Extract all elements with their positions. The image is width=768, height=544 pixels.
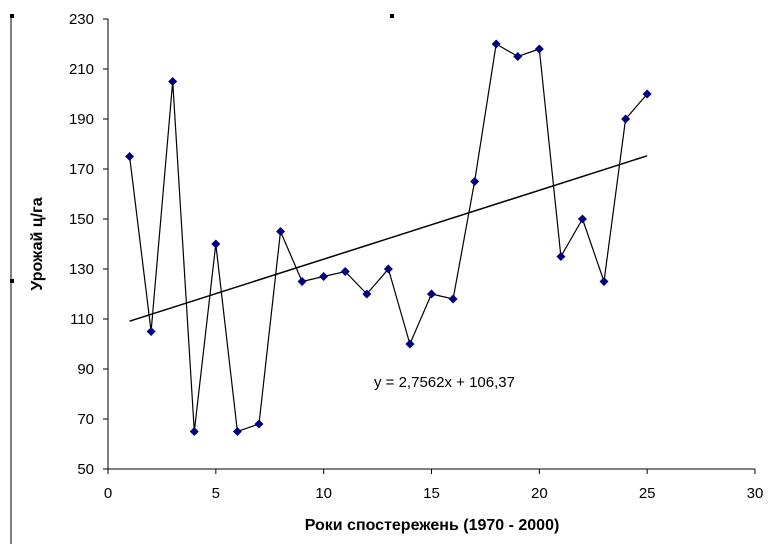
data-point [189, 427, 199, 436]
data-markers [125, 39, 652, 436]
x-tick-label: 5 [212, 485, 220, 502]
x-tick-label: 15 [423, 485, 440, 502]
corner-handle-top-mid [390, 14, 394, 18]
data-point [599, 277, 609, 286]
y-tick-label: 70 [77, 411, 94, 428]
data-point [232, 427, 242, 436]
data-point [556, 252, 566, 261]
x-tick-label: 10 [315, 485, 332, 502]
data-point [362, 289, 372, 299]
data-point [276, 227, 286, 236]
x-tick-label: 20 [531, 485, 548, 502]
data-point [642, 89, 652, 99]
y-tick-label: 110 [70, 311, 94, 328]
data-point [427, 289, 436, 299]
data-point [470, 177, 480, 186]
trendline-line [129, 155, 648, 322]
y-tick-label: 130 [69, 261, 94, 278]
y-tick-label: 230 [69, 11, 94, 28]
data-point [534, 44, 544, 54]
y-tick-label: 50 [77, 461, 94, 478]
y-tick-label: 90 [77, 361, 94, 378]
data-point [168, 77, 178, 86]
chart-frame [10, 14, 394, 544]
data-point [621, 114, 631, 124]
trendline [129, 155, 648, 322]
data-point [319, 272, 329, 281]
data-point [125, 152, 135, 161]
x-tick-label: 0 [104, 485, 112, 502]
ticks: 50 70 90 110 130 150 170 190 210 230 0 5 10 15 20 25 30 [69, 11, 763, 502]
data-point [577, 214, 587, 224]
data-point [146, 327, 156, 336]
data-point [340, 267, 350, 276]
data-point [297, 277, 307, 286]
data-point [211, 239, 221, 249]
x-tick-label: 30 [747, 485, 764, 502]
x-tick-label: 25 [639, 485, 656, 502]
axes [107, 19, 755, 470]
data-point [254, 419, 264, 429]
trendline-equation: y = 2,7562x + 106,37 [374, 374, 515, 391]
y-tick-label: 170 [69, 161, 94, 178]
data-point [448, 294, 458, 304]
corner-handle-mid-left [10, 279, 14, 283]
y-tick-label: 150 [69, 211, 94, 228]
data-point [491, 39, 501, 49]
y-axis-title: Урожай ц/га [29, 197, 46, 290]
x-axis-title: Роки спостережень (1970 - 2000) [305, 517, 560, 534]
y-tick-label: 190 [69, 111, 94, 128]
corner-handle-top-left [10, 14, 14, 18]
data-point [383, 264, 393, 274]
data-point [405, 339, 415, 349]
y-tick-label: 210 [69, 61, 94, 78]
data-point [513, 52, 523, 61]
